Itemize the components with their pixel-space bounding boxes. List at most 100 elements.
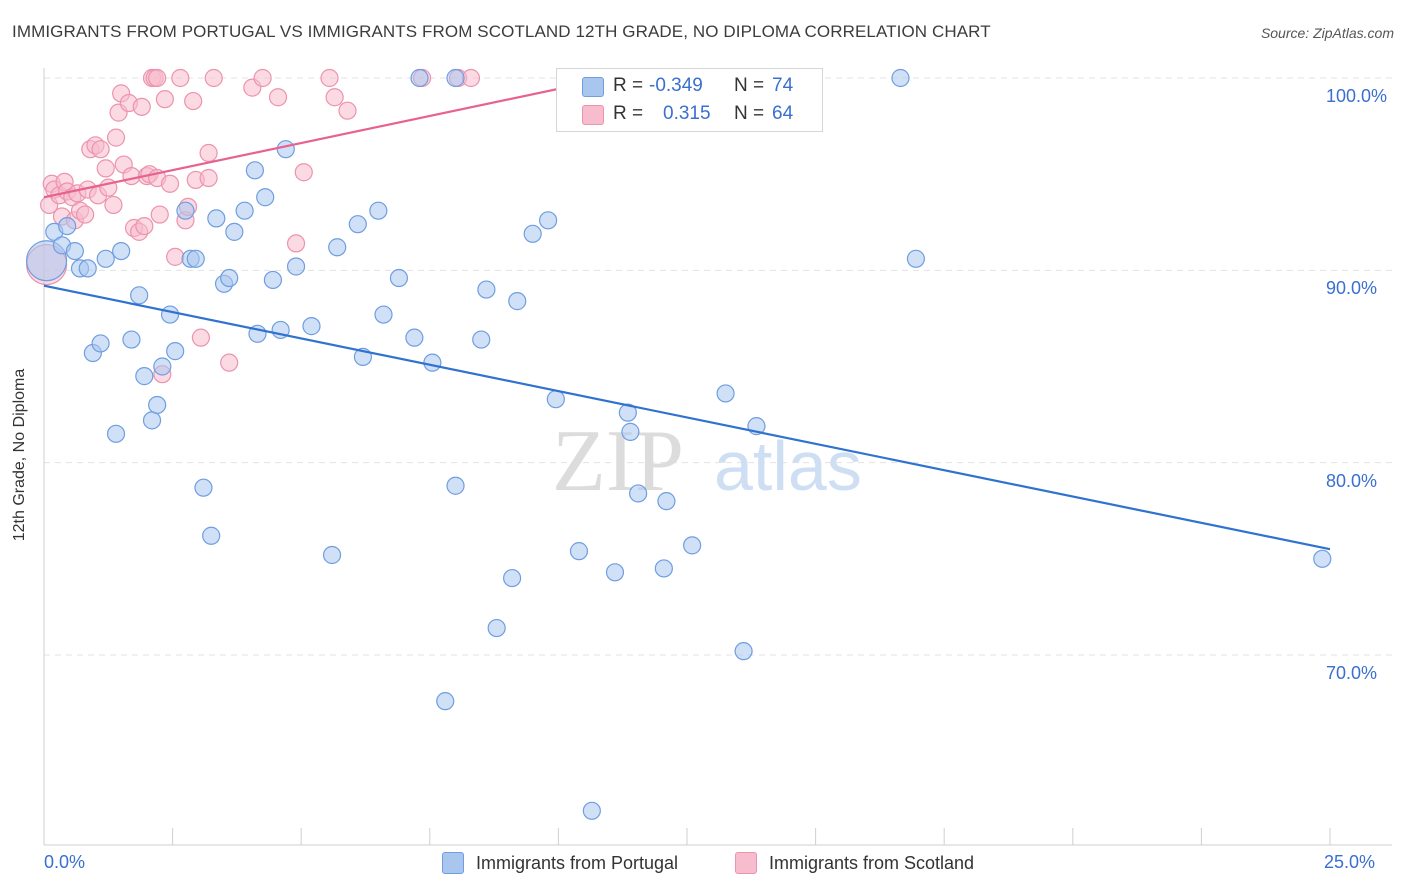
portugal-point [508, 292, 527, 311]
portugal-point [446, 68, 465, 88]
scotland-point [166, 247, 185, 266]
portugal-point [130, 286, 149, 305]
scotland-r-label: R = [613, 103, 644, 124]
scotland-point [91, 140, 110, 159]
portugal-point [436, 692, 455, 711]
scotland-trend-line [43, 76, 611, 199]
portugal-point [446, 476, 465, 495]
portugal-point [546, 390, 565, 409]
legend-portugal-label: Immigrants from Portugal [476, 852, 679, 873]
portugal-point [1313, 549, 1332, 568]
scotland-point [122, 166, 141, 186]
portugal-point [621, 422, 640, 441]
portugal-point [423, 353, 442, 372]
portugal-point [582, 801, 601, 820]
portugal-point [716, 384, 735, 403]
scotland-point [286, 234, 306, 253]
portugal-trend-line [43, 284, 1331, 551]
portugal-point [176, 201, 195, 220]
portugal-point [629, 484, 648, 503]
scotland-point [135, 216, 154, 236]
y-tick-label-70: 70.0% [1326, 663, 1378, 683]
portugal-point [374, 305, 393, 324]
portugal-point [302, 317, 321, 336]
scotland-point [104, 195, 123, 215]
portugal-point [605, 563, 625, 582]
portugal-n-label: N = [734, 75, 765, 96]
portugal-point [654, 559, 673, 578]
y-axis-label: 12th Grade, No Diploma [11, 368, 28, 542]
scotland-point [148, 68, 167, 88]
portugal-point [153, 357, 172, 376]
portugal-point [891, 68, 910, 88]
scotland-point [338, 101, 357, 120]
portugal-point [322, 545, 342, 565]
portugal-point [410, 68, 429, 88]
portugal-point [734, 642, 753, 661]
portugal-point [286, 257, 306, 276]
y-tick-label-90: 90.0% [1326, 278, 1378, 299]
scotland-point [199, 168, 218, 188]
portugal-point [112, 242, 131, 261]
portugal-point [487, 618, 506, 638]
portugal-point [477, 280, 496, 299]
portugal-point [220, 268, 239, 288]
portugal-point [389, 268, 409, 288]
scotland-point [184, 91, 203, 111]
x-tick-label-25: 25.0% [1324, 852, 1376, 872]
portugal-point [142, 411, 162, 430]
portugal-point [78, 259, 97, 278]
portugal-point [207, 209, 226, 228]
portugal-point [148, 395, 167, 415]
portugal-point [683, 536, 702, 555]
portugal-point [235, 201, 254, 220]
portugal-point [160, 305, 180, 324]
scotland-point [171, 68, 190, 88]
portugal-r-label: R = [613, 75, 644, 96]
legend-item-portugal: Immigrants from Portugal [442, 852, 678, 874]
portugal-point [618, 403, 637, 422]
portugal-point [91, 334, 110, 353]
scotland-n-label: N = [734, 103, 765, 124]
portugal-swatch [582, 77, 604, 97]
portugal-point [194, 478, 213, 497]
grid-layer [44, 77, 1392, 656]
y-tick-label-100: 100.0% [1326, 86, 1388, 106]
portugal-point [503, 568, 522, 588]
scotland-point [160, 174, 180, 193]
portugal-n-value: 74 [772, 75, 794, 96]
portugal-point [202, 526, 221, 545]
y-tick-label-80: 80.0% [1326, 470, 1378, 491]
portugal-point [65, 242, 84, 261]
portugal-point [245, 161, 265, 180]
watermark-atlas: atlas [714, 427, 862, 505]
portugal-point [569, 542, 589, 561]
portugal-point [472, 330, 491, 349]
portugal-point [657, 492, 676, 511]
portugal-point [256, 188, 275, 207]
portugal-point [106, 424, 126, 443]
portugal-point [539, 211, 558, 230]
portugal-point [276, 140, 295, 159]
scotland-point [325, 88, 344, 107]
legend-scotland-label: Immigrants from Scotland [769, 852, 975, 873]
scotland-point [253, 68, 272, 88]
scotland-point [155, 90, 174, 109]
scotland-point [96, 159, 115, 178]
portugal-points [25, 68, 1332, 820]
scotland-point [199, 143, 218, 163]
portugal-r-value: -0.349 [649, 75, 703, 96]
scotland-swatch [582, 105, 604, 125]
scotland-n-value: 64 [772, 103, 794, 124]
scotland-point [320, 68, 339, 88]
portugal-point [186, 249, 205, 268]
correlation-legend: R = -0.349 N = 74 R = 0.315 N = 64 [556, 68, 823, 132]
scotland-point [191, 328, 210, 347]
scotland-point [461, 68, 481, 88]
portugal-point [348, 215, 367, 234]
portugal-point [369, 201, 388, 220]
scotland-point [132, 97, 151, 116]
scotland-point [106, 128, 126, 147]
scotland-point [150, 205, 169, 224]
